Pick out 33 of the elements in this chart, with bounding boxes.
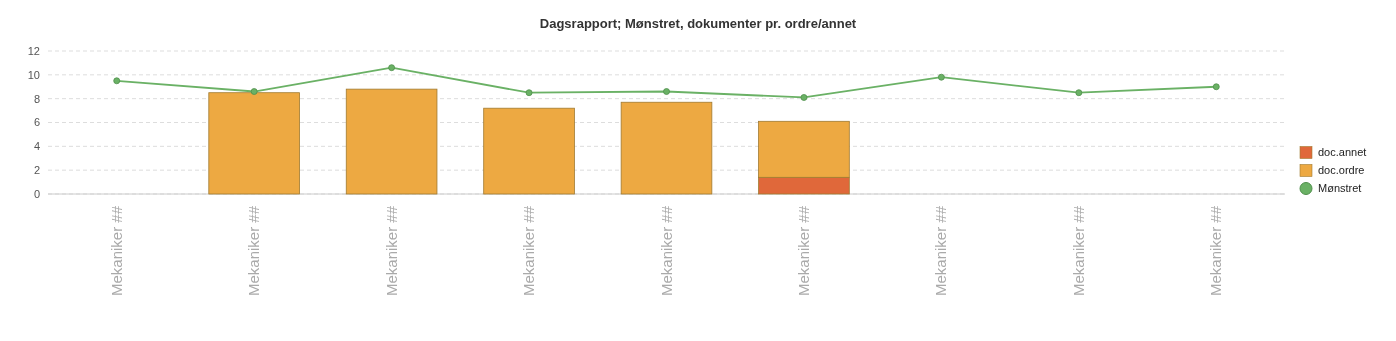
x-tick-label: Mekaniker ## [1069, 205, 1087, 297]
x-tick-label: Mekaniker ## [1207, 205, 1225, 297]
y-tick-label: 0 [33, 187, 40, 200]
x-tick-label: Mekaniker ## [107, 205, 125, 297]
legend-label: doc.annet [1318, 146, 1367, 159]
x-tick-label: Mekaniker ## [794, 205, 812, 297]
y-tick-label: 8 [33, 92, 40, 105]
chart-title: Dagsrapport; Mønstret, dokumenter pr. ordre/annet [539, 16, 857, 31]
bar [620, 101, 713, 195]
y-tick-label: 12 [27, 44, 40, 57]
x-tick-label: Mekaniker ## [245, 205, 263, 297]
point [113, 77, 121, 85]
x-tick-label: Mekaniker ## [520, 205, 538, 297]
x-tick-label: Mekaniker ## [657, 205, 675, 297]
point [800, 94, 808, 101]
legend-label: Mønstret [1318, 182, 1362, 195]
point [250, 88, 258, 95]
bar [483, 107, 575, 195]
y-tick-label: 6 [33, 116, 40, 129]
point [388, 64, 396, 72]
bar [208, 92, 300, 195]
y-tick-label: 10 [27, 68, 40, 81]
point [1212, 83, 1220, 91]
y-tick-label: 4 [33, 140, 40, 153]
bar [345, 88, 438, 195]
x-tick-label: Mekaniker ## [932, 205, 950, 297]
point [937, 73, 945, 81]
point [1075, 89, 1083, 97]
point [525, 89, 533, 97]
legend-label: doc.ordre [1318, 164, 1365, 177]
point [663, 88, 670, 95]
x-tick-label: Mekaniker ## [382, 205, 400, 297]
y-tick-label: 2 [33, 164, 40, 177]
